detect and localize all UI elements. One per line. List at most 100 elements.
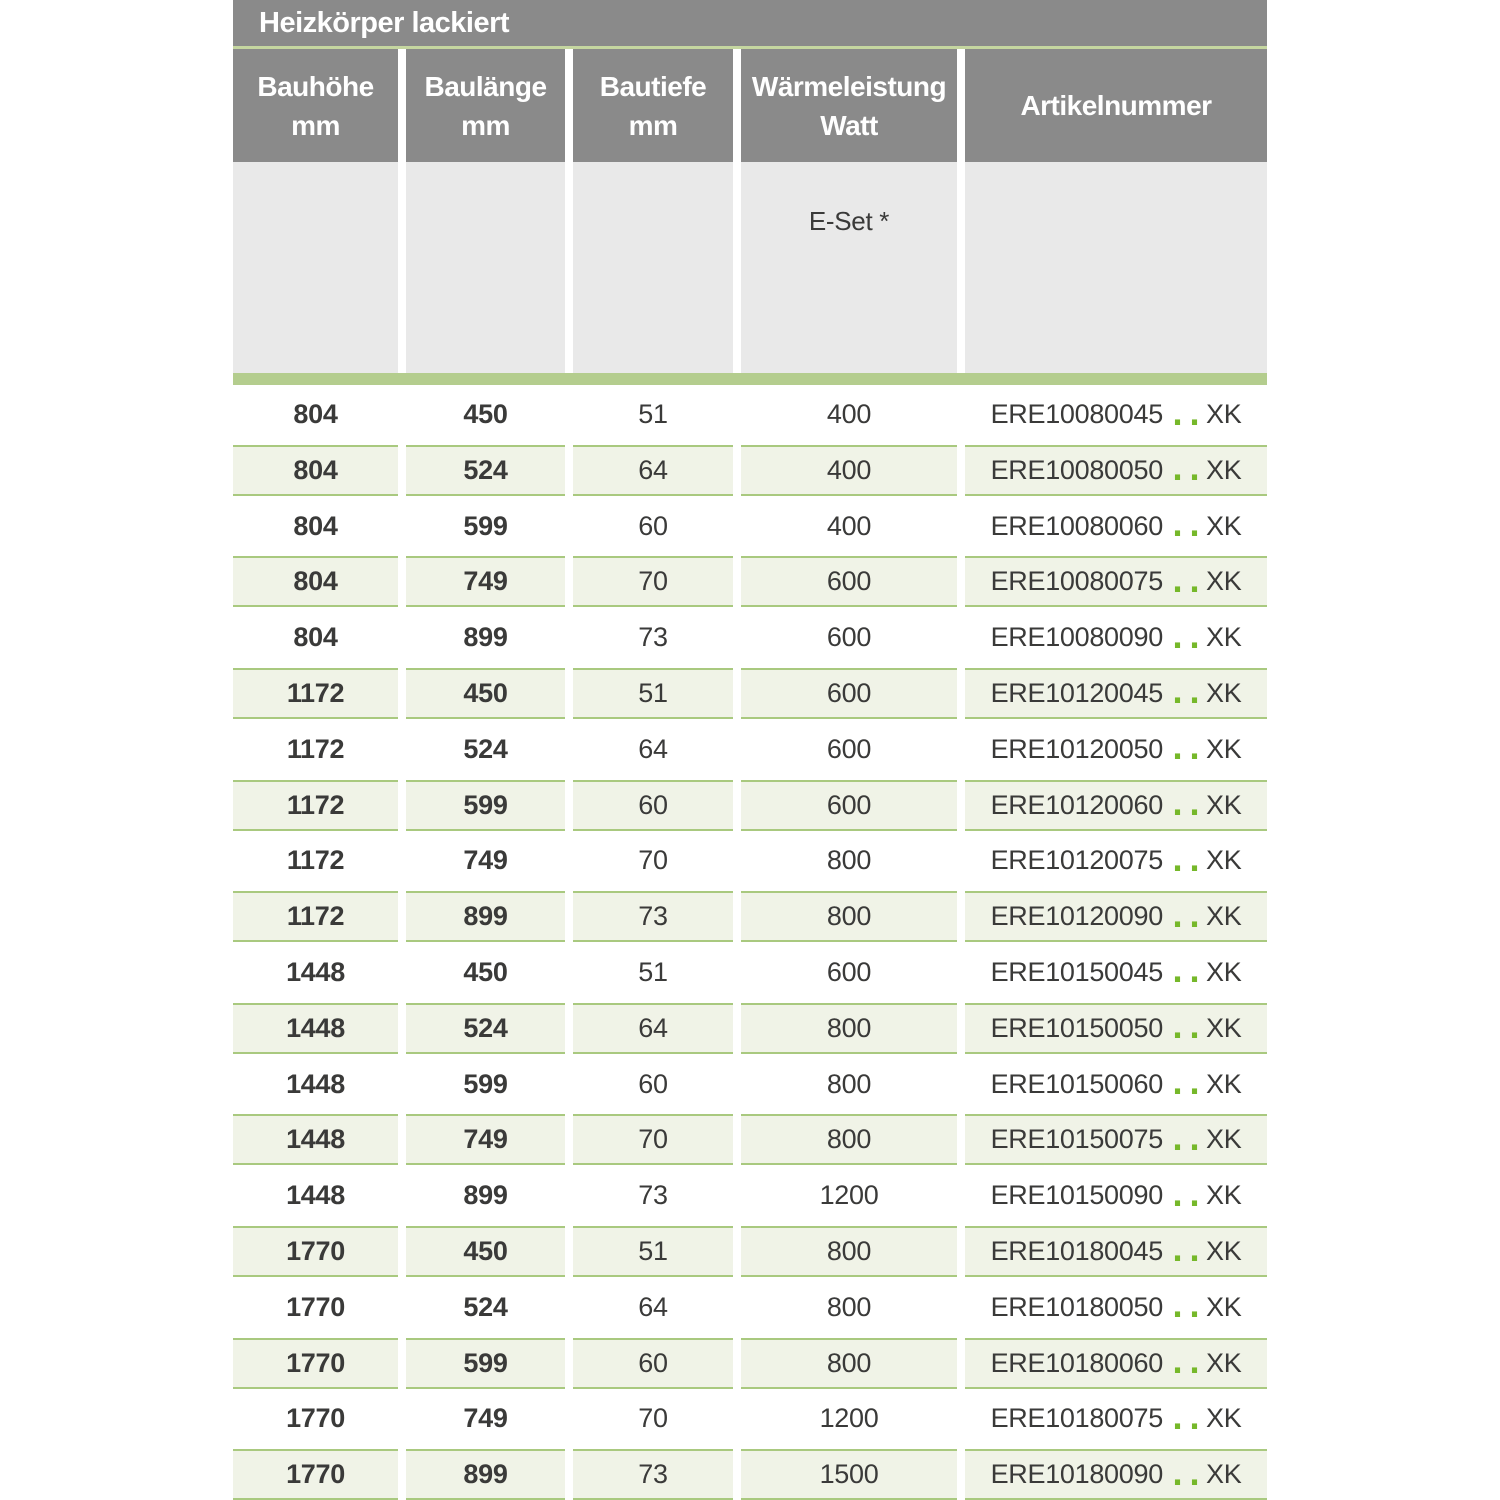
- cell-bauhoehe: 1770: [286, 1291, 345, 1322]
- table-row: 804 524 64 400 ERE10080050.. XK: [233, 444, 1267, 496]
- cell-bauhoehe: 1770: [233, 1337, 398, 1389]
- cell-watt: 800: [826, 1068, 872, 1099]
- artikel-dots: ..: [1171, 509, 1206, 544]
- artikel-suffix: XK: [1205, 1347, 1242, 1378]
- table-row: 804 899 73 600 ERE10080090.. XK: [233, 612, 1267, 663]
- artikel-code: ERE10080060: [990, 510, 1164, 541]
- column-header-waermeleistung: Wärmeleistung Watt: [741, 49, 957, 162]
- artikel-suffix: XK: [1205, 454, 1242, 485]
- cell-artikelnummer: ERE10180050.. XK: [965, 1282, 1267, 1333]
- cell-artikelnummer: ERE10120090.. XK: [965, 891, 1267, 943]
- cell-bautiefe: 70: [638, 845, 668, 876]
- header-divider-band: [233, 373, 1267, 385]
- table-row: 1172 450 51 600 ERE10120045.. XK: [233, 667, 1267, 719]
- cell-baulaenge: 749: [406, 556, 565, 608]
- artikel-code: ERE10150050: [990, 1012, 1164, 1043]
- artikel-dots: ..: [1171, 676, 1206, 711]
- artikel-dots: ..: [1171, 788, 1206, 823]
- cell-bauhoehe: 1172: [233, 667, 398, 719]
- table-row: 1770 524 64 800 ERE10180050.. XK: [233, 1282, 1267, 1333]
- cell-baulaenge: 524: [463, 733, 508, 764]
- cell-watt: 600: [741, 556, 957, 608]
- cell-watt: 800: [741, 1225, 957, 1277]
- cell-bautiefe: 51: [638, 399, 668, 429]
- artikel-dots: ..: [1171, 1457, 1206, 1492]
- subheader-cell-eset: E-Set *: [741, 162, 957, 373]
- cell-bauhoehe: 1448: [286, 1180, 345, 1211]
- table-row: 1770 450 51 800 ERE10180045.. XK: [233, 1225, 1267, 1277]
- cell-bautiefe: 70: [638, 1403, 668, 1434]
- artikel-dots: ..: [1171, 843, 1206, 878]
- cell-watt: 600: [741, 779, 957, 831]
- cell-baulaenge: 450: [406, 667, 565, 719]
- artikel-dots: ..: [1171, 1401, 1206, 1436]
- artikel-suffix: XK: [1205, 1235, 1242, 1266]
- cell-artikelnummer: ERE10120045.. XK: [965, 667, 1267, 719]
- cell-bauhoehe: 1770: [233, 1225, 398, 1277]
- cell-baulaenge: 899: [406, 891, 565, 943]
- cell-artikelnummer: ERE10150090.. XK: [965, 1170, 1267, 1221]
- table-row: 1448 899 73 1200 ERE10150090.. XK: [233, 1170, 1267, 1221]
- cell-artikelnummer: ERE10120050.. XK: [965, 724, 1267, 775]
- cell-watt: 600: [741, 667, 957, 719]
- cell-baulaenge: 524: [463, 1291, 508, 1322]
- cell-artikelnummer: ERE10180060.. XK: [965, 1337, 1267, 1389]
- cell-baulaenge: 599: [406, 1337, 565, 1389]
- cell-bauhoehe: 1172: [233, 779, 398, 831]
- cell-bautiefe: 60: [573, 779, 733, 831]
- cell-watt: 1500: [741, 1449, 957, 1500]
- cell-artikelnummer: ERE10150060.. XK: [965, 1059, 1267, 1110]
- cell-watt: 600: [826, 956, 872, 987]
- cell-artikelnummer: ERE10080050.. XK: [965, 444, 1267, 496]
- artikel-suffix: XK: [1205, 789, 1242, 820]
- cell-bauhoehe: 804: [293, 622, 338, 653]
- artikel-dots: ..: [1171, 453, 1206, 488]
- cell-bautiefe: 64: [573, 444, 733, 496]
- cell-baulaenge: 599: [463, 510, 508, 541]
- cell-bautiefe: 73: [638, 622, 668, 653]
- artikel-suffix: XK: [1205, 566, 1242, 597]
- cell-bauhoehe: 1448: [286, 1068, 345, 1099]
- cell-watt: 800: [741, 891, 957, 943]
- cell-bauhoehe: 804: [293, 399, 338, 429]
- cell-baulaenge: 524: [406, 1002, 565, 1054]
- cell-baulaenge: 899: [406, 1449, 565, 1500]
- artikel-suffix: XK: [1205, 1012, 1242, 1043]
- cell-baulaenge: 599: [463, 1068, 508, 1099]
- cell-baulaenge: 749: [463, 1403, 508, 1434]
- subheader-cell-artikelnummer: [965, 162, 1267, 373]
- cell-bauhoehe: 1448: [233, 1002, 398, 1054]
- cell-artikelnummer: ERE10180075.. XK: [965, 1393, 1267, 1444]
- cell-bauhoehe: 804: [233, 444, 398, 496]
- cell-bauhoehe: 1448: [286, 956, 345, 987]
- artikel-suffix: XK: [1205, 1291, 1242, 1322]
- artikel-dots: ..: [1171, 1346, 1206, 1381]
- cell-bautiefe: 51: [573, 667, 733, 719]
- cell-baulaenge: 450: [463, 956, 508, 987]
- cell-bautiefe: 70: [573, 1114, 733, 1166]
- table-row: 1448 599 60 800 ERE10150060.. XK: [233, 1059, 1267, 1110]
- subheader-cell-baulaenge: [406, 162, 565, 373]
- artikel-code: ERE10180075: [990, 1403, 1164, 1434]
- cell-baulaenge: 599: [406, 779, 565, 831]
- column-header-artikelnummer: Artikelnummer: [965, 49, 1267, 162]
- artikel-code: ERE10080090: [990, 622, 1164, 653]
- cell-bautiefe: 51: [638, 956, 668, 987]
- artikel-code: ERE10120045: [990, 677, 1164, 708]
- product-table: Heizkörper lackiert Bauhöhe mm Baulänge …: [233, 0, 1267, 1500]
- artikel-code: ERE10150090: [990, 1180, 1164, 1211]
- cell-watt: 400: [826, 510, 872, 541]
- column-header-bautiefe: Bautiefe mm: [573, 49, 733, 162]
- artikel-code: ERE10080075: [990, 566, 1164, 597]
- artikel-code: ERE10120075: [990, 845, 1164, 876]
- cell-bauhoehe: 804: [293, 510, 338, 541]
- cell-watt: 600: [826, 622, 872, 653]
- artikel-suffix: XK: [1205, 1180, 1242, 1211]
- table-row: 1448 450 51 600 ERE10150045.. XK: [233, 947, 1267, 998]
- table-row: 1448 524 64 800 ERE10150050.. XK: [233, 1002, 1267, 1054]
- artikel-code: ERE10150045: [990, 956, 1164, 987]
- artikel-suffix: XK: [1205, 733, 1242, 764]
- artikel-code: ERE10180090: [990, 1459, 1164, 1490]
- cell-bautiefe: 60: [638, 510, 668, 541]
- artikel-suffix: XK: [1205, 956, 1242, 987]
